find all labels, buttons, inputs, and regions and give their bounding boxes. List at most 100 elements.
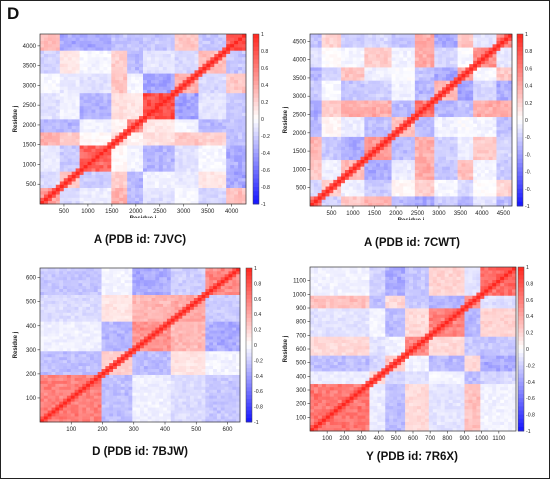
x-tick-label: 400 [374,436,385,442]
colorbar-tick-label: 0.4 [525,84,532,90]
x-tick-label: 500 [391,436,402,442]
colorbar-tick-label: 0 [254,343,257,349]
x-tick-label: 600 [222,427,233,433]
heatmap-svg: 100 200 300 400 500 600 100 200 300 400 500 600 Resi… [13,266,263,440]
colorbar-tick-label: -1 [526,429,531,435]
heatmap-svg: 100 200 300 400 500 600 700 800 900 1000 110010020… [283,265,535,442]
colorbar-tick-label: 0.8 [261,49,268,55]
x-tick-label: 100 [66,427,77,433]
colorbar-tick-label: 0.6 [526,298,533,304]
colorbar-tick-label: 0.4 [254,312,261,318]
y-tick-label: 700 [296,333,307,339]
colorbar-tick-label: -0.6 [254,389,263,395]
colorbar-tick-label: -0.4 [526,380,535,386]
x-tick-label: 4000 [225,209,239,215]
colorbar-tick-label: 0 [261,117,264,123]
x-tick-label: 1500 [105,209,119,215]
colorbar-tick-label: -0.2 [261,134,270,140]
y-tick-label: 600 [296,347,307,353]
caption-7jvc: A (PDB id: 7JVC) [93,234,187,246]
x-tick-label: 100 [322,436,333,442]
colorbar-tick-label: 0.8 [526,281,533,287]
x-tick-label: 3000 [432,211,446,217]
x-tick-label: 600 [408,436,419,442]
colorbar-tick-label: 0.2 [261,100,268,106]
colorbar-tick-label: 0.6 [261,66,268,72]
colorbar-tick-label: 0.4 [261,83,268,89]
y-tick-label: 500 [26,182,37,188]
colorbar-tick-label: -0.4 [254,374,263,380]
heatmap-cells [40,268,241,423]
y-tick-label: 1000 [293,292,307,298]
y-tick-label: 3000 [23,83,37,89]
y-axis-label: Residue j [13,105,19,132]
y-tick-label: 1500 [293,149,307,155]
heatmap-cells [310,34,513,207]
x-tick-label: 1000 [346,211,360,217]
y-tick-label: 3500 [23,64,37,70]
panel-letter: D [7,4,20,23]
colorbar-tick-label: -0.6 [526,396,535,402]
colorbar-tick-label: 1 [261,32,264,38]
colorbar-tick-label: -0.6 [261,168,270,174]
y-tick-label: 200 [26,372,37,378]
colorbar-tick-label: 0.2 [525,101,532,107]
colorbar: 1 0.8 0.6 0.4 0.2 0 -0. -0. -0. -0. -1 [516,32,532,210]
y-tick-label: 2000 [23,123,37,129]
y-tick-label: 3000 [293,94,307,100]
x-tick-label: 200 [339,436,350,442]
colorbar-tick-label: -1 [525,204,530,210]
x-tick-label: 1000 [475,436,489,442]
y-tick-label: 300 [296,388,307,394]
colorbar-tick-label: -0. [525,135,531,141]
x-tick-label: 800 [442,436,453,442]
y-tick-label: 300 [26,348,37,354]
x-tick-label: 300 [356,436,367,442]
colorbar-tick-label: -0. [525,152,531,158]
plot-area-frame [309,33,513,207]
y-tick-label: 3500 [293,76,307,82]
heatmap-panel-7cwt: 500 1000 1500 2000 2500 3000 3500 4000 4500 500 10… [280,28,542,224]
x-tick-label: 700 [425,436,436,442]
y-tick-label: 1000 [293,167,307,173]
colorbar-tick-label: 0.2 [526,331,533,337]
colorbar-tick-label: -1 [261,202,266,208]
y-tick-label: 1000 [23,162,37,168]
caption-7cwt: A (PDB id: 7CWT) [363,237,461,249]
colorbar-tick-label: -0. [525,187,531,193]
x-tick-label: 200 [97,427,108,433]
x-tick-label: 500 [326,211,337,217]
colorbar-tick-label: -0.8 [261,185,270,191]
colorbar: 1 0.8 0.6 0.4 0.2 0 -0.2 -0.4 -0.6 -0.8 -1 [252,32,270,208]
y-tick-label: 1500 [23,143,37,149]
caption-7r6x: Y (PDB id: 7R6X) [366,451,458,463]
colorbar-tick-label: 0.6 [525,66,532,72]
y-tick-label: 4000 [293,58,307,64]
heatmap-svg: 500 1000 1500 2000 2500 3000 3500 4000 500 1000 15… [13,32,270,222]
heatmap-panel-7bjw: 100 200 300 400 500 600 100 200 300 400 500 600 Resi… [8,262,270,440]
y-axis-label: Residue j [13,331,19,358]
colorbar-tick-label: -0.2 [254,358,263,364]
x-tick-label: 400 [160,427,171,433]
colorbar-tick-label: 1 [526,265,529,271]
x-tick-label: 3000 [177,209,191,215]
x-tick-label: 1500 [368,211,382,217]
y-tick-label: 400 [296,374,307,380]
y-tick-label: 200 [296,402,307,408]
y-tick-label: 1100 [293,279,307,285]
y-tick-label: 4500 [293,39,307,45]
caption-7bjw: D (PDB id: 7BJW) [92,446,188,458]
y-tick-label: 4000 [23,44,37,50]
colorbar: 1 0.8 0.6 0.4 0.2 0 -0.2 -0.4 -0.6 -0.8 -1 [245,266,263,426]
x-tick-label: 4500 [497,211,511,217]
colorbar-tick-label: -1 [254,420,259,426]
y-tick-label: 2000 [293,131,307,137]
x-tick-label: 4000 [475,211,489,217]
heatmap-svg: 500 1000 1500 2000 2500 3000 3500 4000 450050010… [283,32,532,224]
y-tick-label: 100 [296,415,307,421]
y-tick-label: 100 [26,396,37,402]
y-tick-label: 2500 [293,113,307,119]
colorbar-tick-label: 0.2 [254,328,261,334]
y-tick-label: 600 [26,276,37,282]
y-axis-label: Residue j [283,335,289,362]
